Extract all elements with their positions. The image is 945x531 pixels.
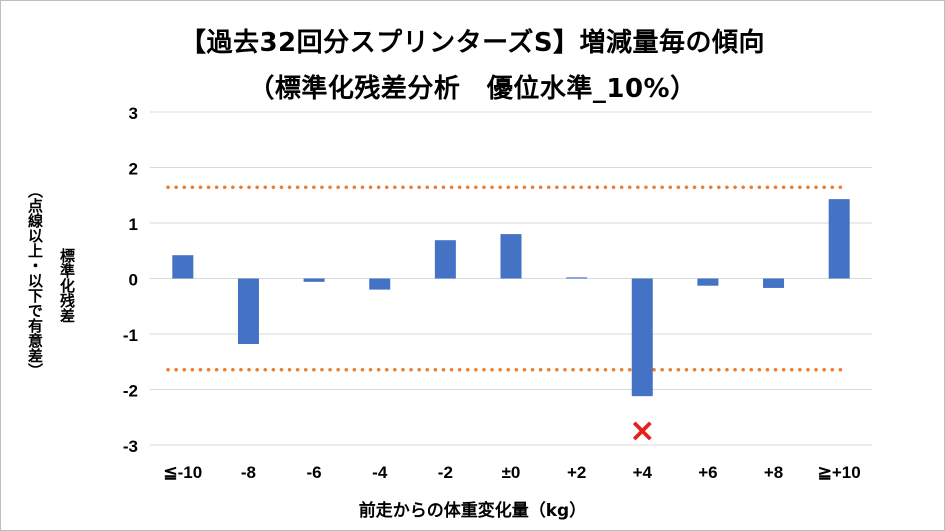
bar: [237, 278, 259, 344]
bar: [172, 255, 194, 279]
y-tick-label: 3: [129, 104, 138, 123]
bar: [303, 278, 325, 282]
y-axis-label: 標準化残差: [58, 247, 76, 323]
y-tick-label: -1: [123, 326, 138, 345]
y-tick-label: 0: [129, 271, 138, 290]
x-tick-label: -2: [438, 463, 453, 482]
x-tick-label: -8: [241, 463, 256, 482]
y-tick-label: -2: [123, 382, 138, 401]
bar: [697, 278, 719, 286]
bar: [763, 278, 785, 288]
bar: [369, 278, 391, 290]
y-tick-label: -3: [123, 437, 138, 456]
chart-subtitle: （標準化残差分析 優位水準_10%）: [248, 74, 697, 104]
bar: [500, 234, 522, 279]
x-tick-label: -4: [372, 463, 388, 482]
x-tick-label: +8: [764, 463, 783, 482]
x-axis-label: 前走からの体重変化量（kg）: [358, 501, 587, 521]
x-tick-label: +6: [698, 463, 717, 482]
bar: [828, 199, 850, 279]
y-axis-sublabel: （点線以上・以下で有意差）: [26, 182, 44, 378]
bar: [566, 277, 588, 279]
x-tick-label: -6: [307, 463, 322, 482]
x-tick-label: ≦-10: [163, 463, 202, 482]
x-tick-label: ≧+10: [818, 463, 861, 482]
chart-title: 【過去32回分スプリンターズS】増減量毎の傾向: [179, 28, 766, 58]
y-tick-label: 2: [129, 160, 138, 179]
significance-marker: ×: [629, 411, 656, 449]
bar: [631, 278, 653, 397]
x-tick-label: +2: [567, 463, 586, 482]
bar: [434, 240, 456, 279]
x-tick-label: +4: [633, 463, 653, 482]
y-tick-label: 1: [129, 215, 138, 234]
x-tick-label: ±0: [502, 463, 521, 482]
